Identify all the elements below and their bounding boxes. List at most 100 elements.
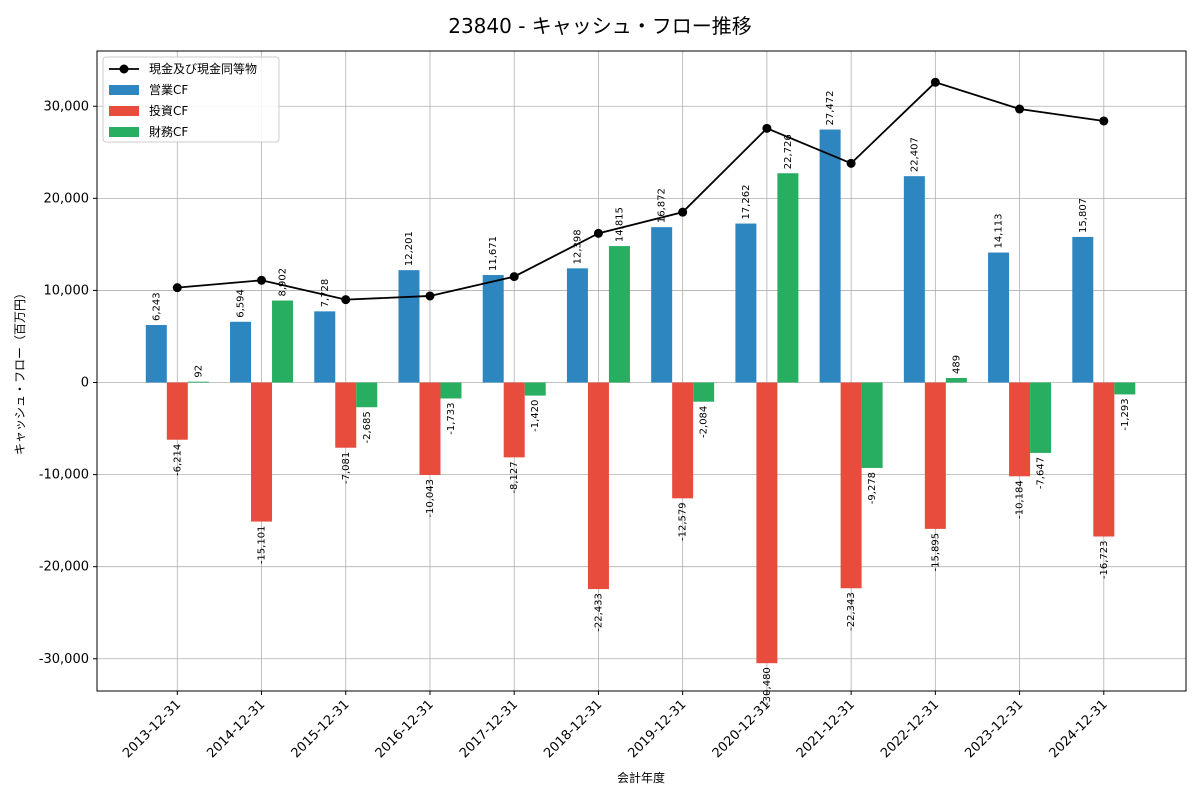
- data-label: -22,343: [846, 592, 857, 631]
- cash-point: [930, 77, 940, 87]
- cash-point: [341, 295, 351, 305]
- bar: [777, 173, 799, 383]
- bar-series: [145, 129, 1136, 664]
- cash-point: [172, 283, 182, 293]
- data-label: -1,293: [1120, 398, 1131, 430]
- legend-box: [102, 56, 280, 143]
- y-tick-label: -10,000: [39, 468, 89, 483]
- data-label: -10,043: [425, 479, 436, 518]
- data-label: -6,214: [172, 444, 183, 476]
- bar: [335, 382, 357, 448]
- bar: [840, 382, 862, 589]
- legend-bar-swatch: [109, 106, 139, 116]
- data-label: 12,398: [572, 229, 583, 264]
- legend-bar-swatch: [109, 127, 139, 137]
- x-tick-label: 2017-12-31: [457, 697, 521, 761]
- cash-line: [177, 81, 1104, 301]
- data-label: -1,733: [446, 402, 457, 434]
- legend-entry: 投資CF: [149, 103, 188, 118]
- bar: [1072, 236, 1094, 383]
- bar: [524, 382, 546, 396]
- bar: [419, 382, 441, 475]
- cash-point: [425, 291, 435, 301]
- bar: [482, 275, 504, 383]
- data-label: 7,728: [320, 279, 331, 308]
- bar: [1030, 382, 1052, 453]
- bar: [503, 382, 525, 458]
- data-label: 14,113: [994, 214, 1005, 249]
- data-label: 6,594: [236, 289, 247, 318]
- cash-point: [846, 158, 856, 168]
- data-label: 12,201: [404, 231, 415, 266]
- x-tick-label: 2015-12-31: [289, 697, 353, 761]
- y-tick-label: 30,000: [44, 99, 90, 114]
- legend-entry: 営業CF: [149, 83, 188, 97]
- plot-frame: [96, 50, 1187, 692]
- bar: [251, 382, 273, 522]
- data-label: -7,081: [341, 452, 352, 484]
- legend-bar-swatch: [109, 85, 139, 95]
- data-label: 22,407: [909, 137, 920, 172]
- x-axis-ticks: 2013-12-31 2014-12-31 2015-12-31 2016-12-31…: [120, 691, 1111, 761]
- bar: [587, 382, 609, 590]
- x-tick-label: 2024-12-31: [1047, 697, 1111, 761]
- x-tick-label: 2022-12-31: [878, 697, 942, 761]
- data-label: 17,262: [741, 185, 752, 220]
- bar: [145, 325, 167, 383]
- data-label: -2,685: [362, 411, 373, 443]
- y-tick-label: 0: [81, 376, 89, 391]
- line-series: [172, 77, 1109, 305]
- bar: [398, 270, 420, 383]
- data-label: 92: [193, 365, 204, 378]
- y-tick-label: -20,000: [39, 560, 89, 575]
- legend-marker: [119, 64, 129, 74]
- bar: [903, 176, 925, 383]
- bar: [819, 129, 841, 383]
- bar: [861, 382, 883, 468]
- bar: [672, 382, 694, 499]
- bar: [693, 382, 715, 402]
- data-label: 11,671: [488, 236, 499, 271]
- data-label: -2,084: [699, 406, 710, 438]
- x-tick-label: 2013-12-31: [120, 697, 184, 761]
- bar: [230, 321, 252, 383]
- y-axis-ticks: -30,000 -20,000 -10,000 0 10,000 20,000 30,000: [39, 99, 97, 667]
- data-label: 14,815: [614, 207, 625, 242]
- bar: [608, 246, 630, 383]
- bar: [314, 311, 336, 383]
- data-label: -1,420: [530, 400, 541, 432]
- grid-lines: [97, 51, 1186, 691]
- data-label: -8,127: [509, 461, 520, 493]
- bar: [1009, 382, 1031, 477]
- legend-entry: 現金及び現金同等物: [149, 61, 257, 76]
- bar: [735, 223, 757, 383]
- y-tick-label: 10,000: [44, 283, 90, 298]
- bar: [1093, 382, 1115, 537]
- chart-title: 23840 - キャッシュ・フロー推移: [448, 14, 752, 38]
- x-tick-label: 2018-12-31: [541, 697, 605, 761]
- x-tick-label: 2014-12-31: [204, 697, 268, 761]
- bar: [440, 382, 462, 399]
- data-label: 489: [951, 355, 962, 374]
- data-label: -7,647: [1036, 457, 1047, 489]
- bar: [187, 381, 209, 383]
- data-label: -15,895: [930, 533, 941, 572]
- y-axis-label: キャッシュ・フロー（百万円）: [13, 287, 27, 455]
- bar: [945, 378, 967, 383]
- cash-point: [509, 272, 519, 282]
- bar: [1114, 382, 1136, 395]
- x-tick-label: 2020-12-31: [710, 697, 774, 761]
- data-label: -9,278: [867, 472, 878, 504]
- x-tick-label: 2019-12-31: [625, 697, 689, 761]
- y-tick-label: 20,000: [44, 191, 90, 206]
- data-label: 27,472: [825, 91, 836, 126]
- cash-point: [762, 123, 772, 133]
- bar: [566, 268, 588, 383]
- bar: [924, 382, 946, 529]
- bar: [272, 300, 294, 383]
- x-tick-label: 2016-12-31: [373, 697, 437, 761]
- bar: [756, 382, 778, 664]
- data-label: 15,807: [1078, 198, 1089, 233]
